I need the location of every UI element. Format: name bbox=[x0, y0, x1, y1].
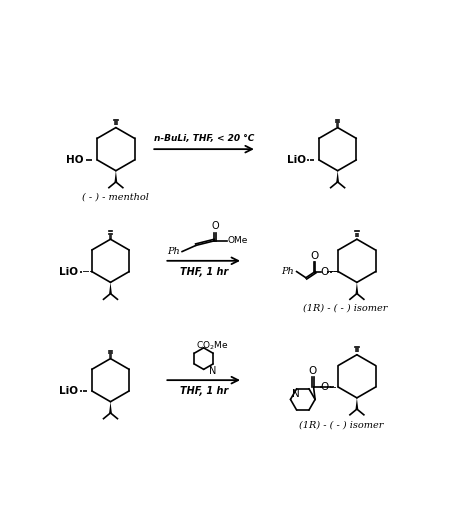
Polygon shape bbox=[109, 282, 112, 293]
Text: THF, 1 hr: THF, 1 hr bbox=[180, 267, 228, 277]
Text: (1R) - ( - ) isomer: (1R) - ( - ) isomer bbox=[303, 304, 388, 313]
Text: Ph: Ph bbox=[282, 267, 294, 276]
Polygon shape bbox=[356, 282, 358, 293]
Text: LiO: LiO bbox=[59, 386, 78, 396]
Text: HO: HO bbox=[66, 155, 84, 165]
Text: OMe: OMe bbox=[228, 236, 248, 245]
Text: (1R) - ( - ) isomer: (1R) - ( - ) isomer bbox=[299, 421, 383, 430]
Text: O: O bbox=[321, 267, 329, 277]
Text: CO$_2$Me: CO$_2$Me bbox=[196, 339, 228, 351]
Text: N: N bbox=[292, 389, 300, 399]
Text: LiO: LiO bbox=[59, 267, 78, 277]
Text: N: N bbox=[210, 366, 217, 376]
Text: O: O bbox=[321, 382, 329, 392]
Polygon shape bbox=[115, 171, 117, 182]
Text: O: O bbox=[310, 251, 319, 261]
Text: LiO: LiO bbox=[287, 155, 306, 165]
Text: ( - ) - menthol: ( - ) - menthol bbox=[82, 192, 149, 201]
Polygon shape bbox=[109, 401, 112, 413]
Text: Ph: Ph bbox=[167, 247, 180, 256]
Text: O: O bbox=[211, 221, 219, 231]
Text: THF, 1 hr: THF, 1 hr bbox=[180, 386, 228, 396]
Polygon shape bbox=[356, 398, 358, 409]
Text: n-BuLi, THF, < 20 °C: n-BuLi, THF, < 20 °C bbox=[154, 134, 254, 143]
Polygon shape bbox=[336, 171, 339, 182]
Text: O: O bbox=[309, 366, 317, 376]
